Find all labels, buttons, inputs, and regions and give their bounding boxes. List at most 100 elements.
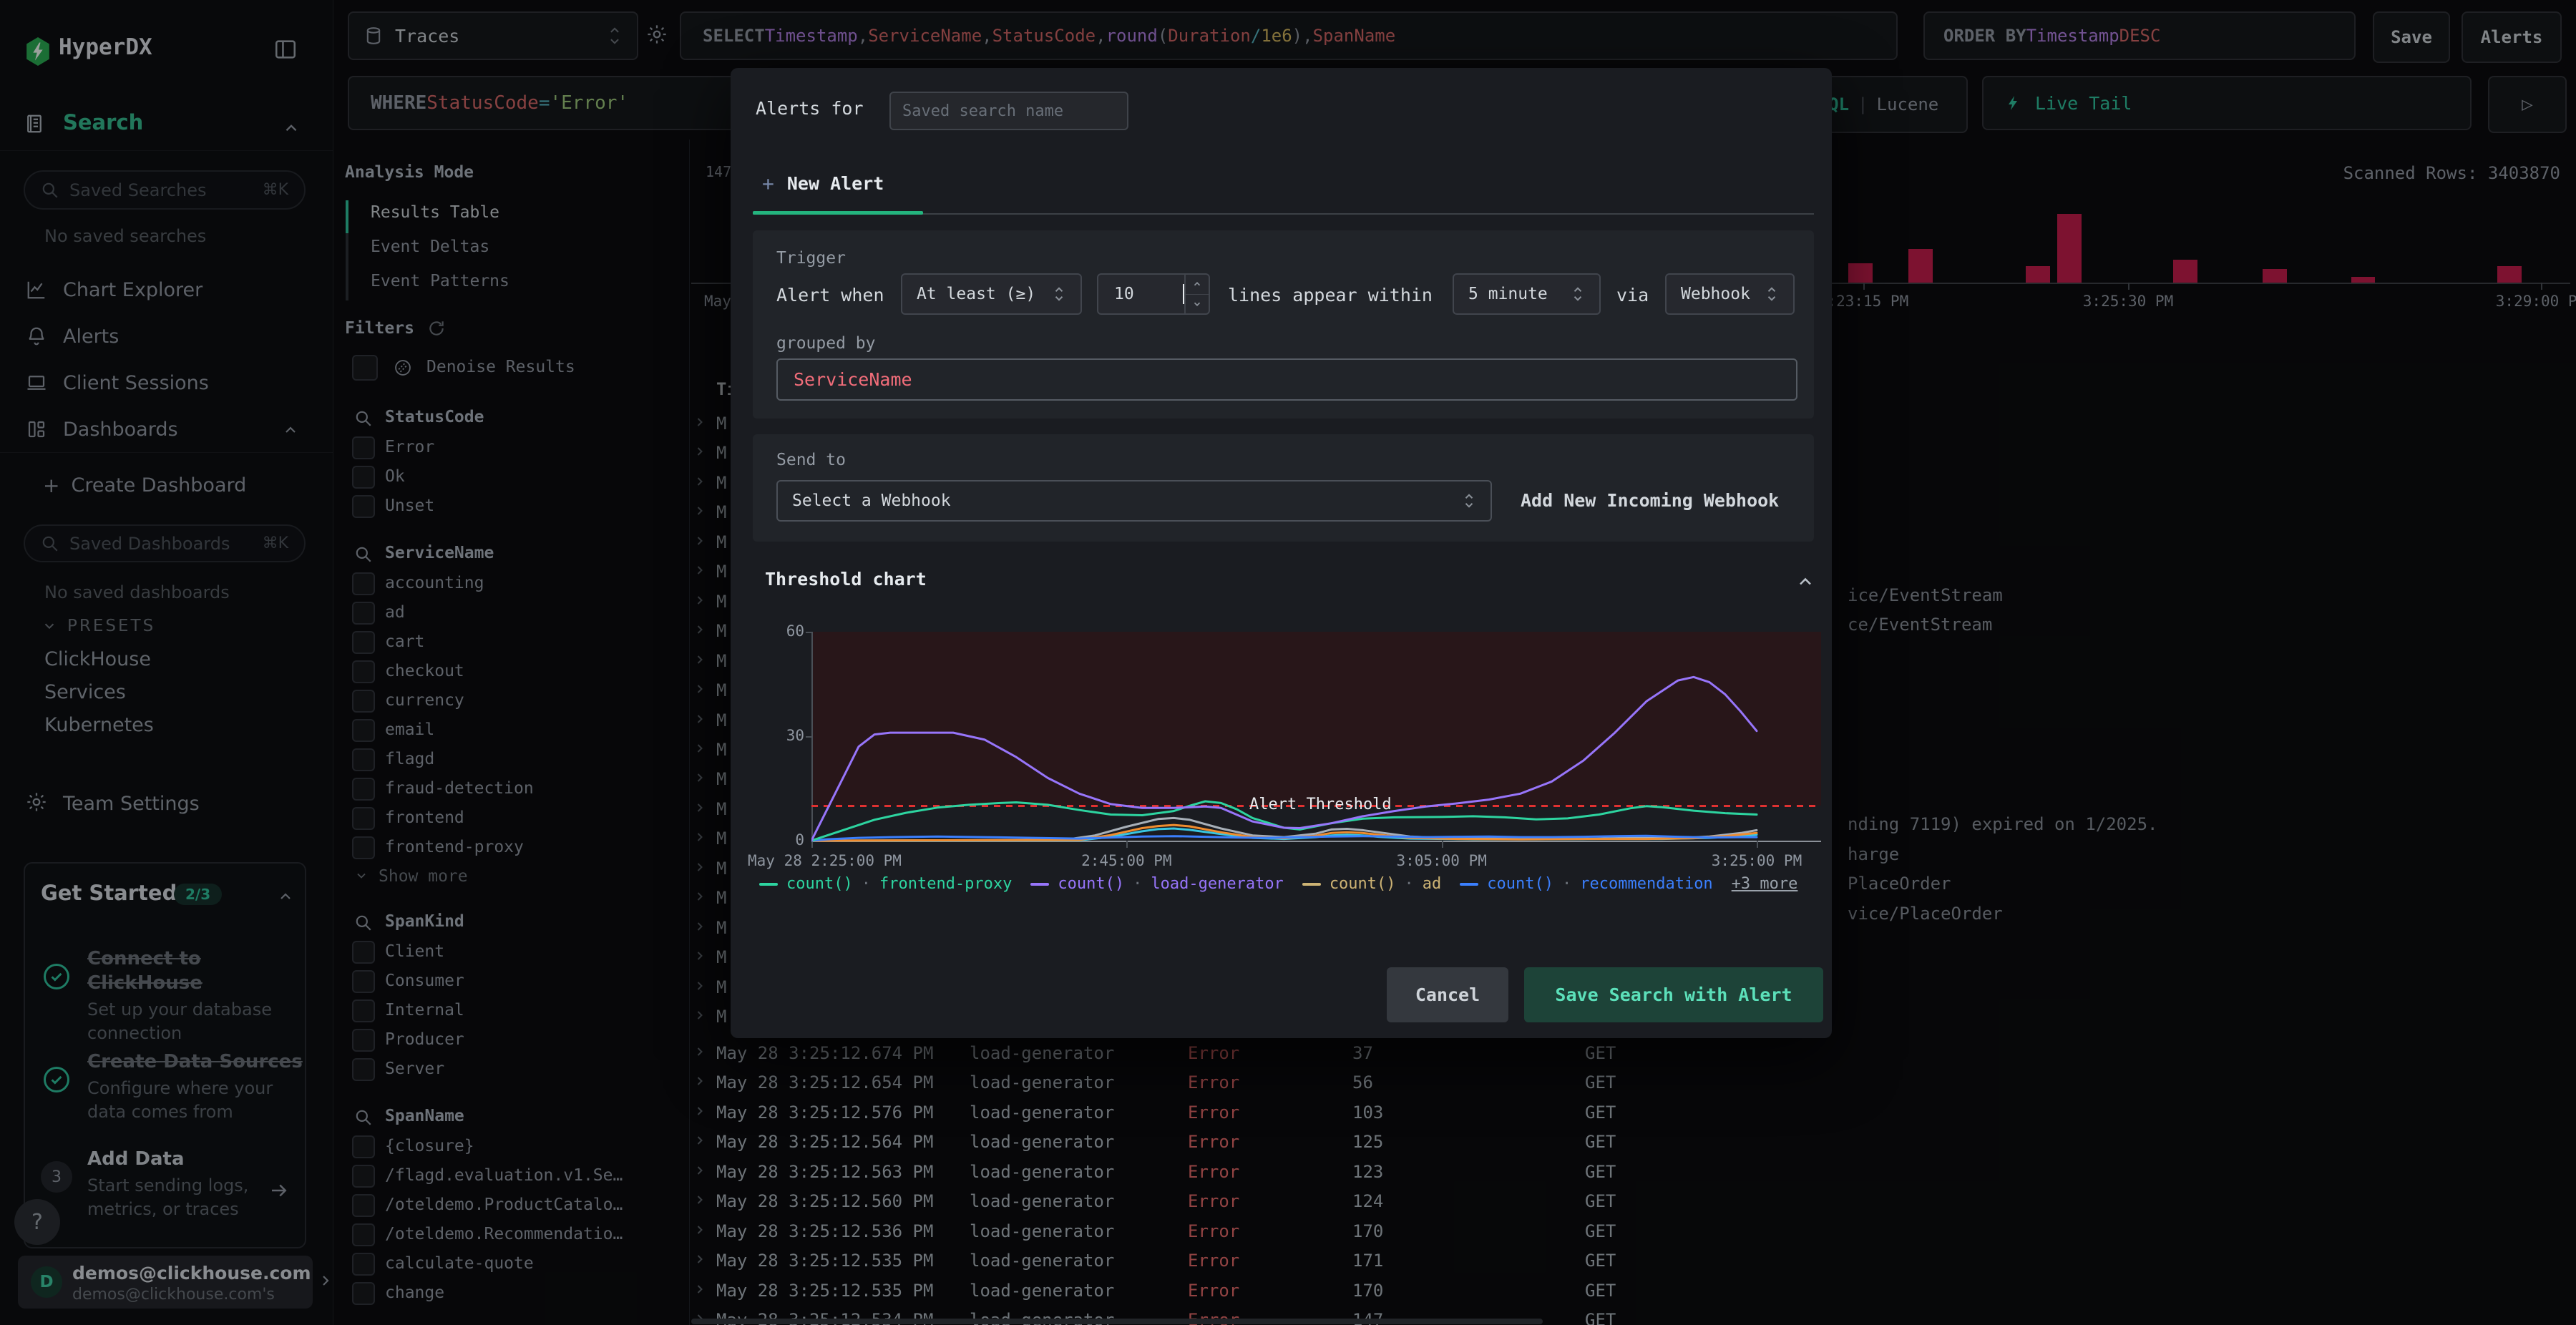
filter-option[interactable]: change [385, 1284, 445, 1302]
chevron-up-icon[interactable] [277, 888, 294, 905]
filter-checkbox[interactable] [352, 1194, 375, 1217]
denoise-label[interactable]: Denoise Results [426, 358, 575, 376]
filter-checkbox[interactable] [352, 836, 375, 859]
alerts-button[interactable]: Alerts [2462, 11, 2562, 63]
filter-checkbox[interactable] [352, 970, 375, 993]
table-row[interactable]: M [691, 498, 734, 527]
table-row[interactable]: May 28 3:25:12.576 PM load-generator Error… [691, 1098, 2576, 1128]
filter-checkbox[interactable] [352, 1058, 375, 1081]
order-by-input[interactable]: ORDER BY Timestamp DESC [1923, 11, 2356, 60]
table-row[interactable]: May 28 3:25:12.654 PM load-generator Error… [691, 1068, 2576, 1097]
filter-checkbox[interactable] [352, 602, 375, 625]
filter-option[interactable]: /flagd.evaluation.v1.Se… [385, 1166, 623, 1185]
filter-option[interactable]: ad [385, 603, 405, 622]
get-started-item-title[interactable]: Create Data Sources [87, 1051, 303, 1072]
filter-option[interactable]: Consumer [385, 972, 464, 990]
filter-checkbox[interactable] [352, 1282, 375, 1305]
legend-item-recommendation[interactable]: count() · recommendation [1460, 875, 1713, 893]
add-webhook-button[interactable]: Add New Incoming Webhook [1521, 490, 1780, 511]
table-row[interactable]: M [691, 943, 734, 972]
condition-select[interactable]: At least (≥) [901, 273, 1082, 315]
number-stepper[interactable] [1184, 275, 1209, 313]
refresh-icon[interactable] [427, 319, 446, 338]
filter-checkbox[interactable] [352, 778, 375, 801]
filter-option[interactable]: checkout [385, 662, 464, 680]
threshold-number-input[interactable]: 10 [1097, 273, 1210, 315]
horizontal-scrollbar[interactable] [691, 1319, 1543, 1324]
filter-checkbox[interactable] [352, 572, 375, 595]
analysis-mode-event-patterns[interactable]: Event Patterns [371, 272, 509, 290]
filter-option[interactable]: frontend-proxy [385, 838, 524, 856]
filter-checkbox[interactable] [352, 999, 375, 1022]
user-menu[interactable]: D demos@clickhouse.com demos@clickhouse.… [18, 1256, 313, 1309]
table-row[interactable]: May 28 3:25:12.564 PM load-generator Error… [691, 1128, 2576, 1157]
live-tail-button[interactable]: Live Tail [1982, 76, 2472, 130]
save-button[interactable]: Save [2373, 11, 2450, 63]
table-row[interactable]: M [691, 765, 734, 794]
saved-search-name-input[interactable]: Saved search name [889, 92, 1128, 130]
legend-item-load-generator[interactable]: count() · load-generator [1030, 875, 1284, 893]
table-row[interactable]: M [691, 706, 734, 735]
chevron-right-icon[interactable] [317, 1272, 334, 1289]
filter-option[interactable]: /oteldemo.Recommendatio… [385, 1225, 623, 1243]
filter-option[interactable]: frontend [385, 808, 464, 827]
filter-checkbox[interactable] [352, 1253, 375, 1276]
table-row[interactable]: M [691, 439, 734, 468]
filter-option[interactable]: Unset [385, 497, 435, 515]
table-row[interactable]: M [691, 676, 734, 705]
select-clause-input[interactable]: SELECT Timestamp, ServiceName, StatusCode,… [680, 11, 1898, 60]
filter-checkbox[interactable] [352, 807, 375, 830]
sidebar-collapse-icon[interactable] [273, 37, 298, 62]
filter-option[interactable]: Internal [385, 1001, 464, 1020]
table-row[interactable]: May 28 3:25:12.535 PM load-generator Error… [691, 1246, 2576, 1276]
table-row[interactable]: M [691, 587, 734, 617]
language-lucene[interactable]: Lucene [1876, 94, 1939, 114]
filter-option[interactable]: fraud-detection [385, 779, 534, 798]
sidebar-section-search[interactable]: Search [63, 110, 144, 135]
table-row[interactable]: M [691, 557, 734, 587]
preset-kubernetes[interactable]: Kubernetes [44, 714, 154, 736]
filter-option[interactable]: flagd [385, 750, 435, 768]
table-row[interactable]: M [691, 824, 734, 854]
save-search-with-alert-button[interactable]: Save Search with Alert [1524, 967, 1823, 1022]
filter-option[interactable]: /oteldemo.ProductCatalo… [385, 1196, 623, 1214]
table-row[interactable]: May 28 3:25:12.535 PM load-generator Error… [691, 1276, 2576, 1306]
presets-toggle[interactable]: PRESETS [42, 617, 155, 635]
table-row[interactable]: M [691, 854, 734, 884]
filter-checkbox[interactable] [352, 748, 375, 771]
table-row[interactable]: May 28 3:25:12.560 PM load-generator Error… [691, 1187, 2576, 1216]
source-select[interactable]: Traces [348, 11, 638, 60]
table-row[interactable]: M [691, 528, 734, 557]
sidebar-item-chart-explorer[interactable]: Chart Explorer [0, 273, 333, 308]
table-row[interactable]: M [691, 973, 734, 1002]
legend-more-toggle[interactable]: +3 more [1731, 875, 1798, 893]
table-row[interactable]: May 28 3:25:12.563 PM load-generator Error… [691, 1158, 2576, 1187]
get-started-item-title[interactable]: Add Data [87, 1148, 185, 1170]
filter-checkbox[interactable] [352, 436, 375, 459]
filter-checkbox[interactable] [352, 1223, 375, 1246]
saved-dashboards-input[interactable]: Saved Dashboards ⌘K [24, 524, 306, 562]
table-row[interactable]: May 28 3:25:12.536 PM load-generator Error… [691, 1217, 2576, 1246]
analysis-mode-results-table[interactable]: Results Table [371, 203, 500, 222]
chevron-up-icon[interactable] [1795, 572, 1815, 592]
chevron-up-icon[interactable] [282, 119, 301, 137]
table-row[interactable]: May 28 3:25:12.674 PM load-generator Error… [691, 1039, 2576, 1068]
sidebar-item-dashboards[interactable]: Dashboards [0, 413, 333, 447]
filter-checkbox[interactable] [352, 690, 375, 713]
get-started-item-title[interactable]: Connect to [87, 948, 201, 969]
filter-checkbox[interactable] [352, 1165, 375, 1188]
table-row[interactable]: M [691, 469, 734, 498]
filter-option[interactable]: cart [385, 632, 425, 651]
legend-item-frontend-proxy[interactable]: count() · frontend-proxy [759, 875, 1012, 893]
saved-searches-input[interactable]: Saved Searches ⌘K [24, 170, 306, 210]
channel-select[interactable]: Webhook [1665, 273, 1795, 315]
filter-checkbox[interactable] [352, 719, 375, 742]
legend-item-ad[interactable]: count() · ad [1302, 875, 1441, 893]
filter-checkbox[interactable] [352, 631, 375, 654]
table-row[interactable]: M [691, 1002, 734, 1032]
filter-checkbox[interactable] [352, 1135, 375, 1158]
filter-checkbox[interactable] [352, 1029, 375, 1052]
cancel-button[interactable]: Cancel [1387, 967, 1508, 1022]
help-button[interactable]: ? [14, 1199, 60, 1245]
filter-option[interactable]: {closure} [385, 1137, 474, 1155]
